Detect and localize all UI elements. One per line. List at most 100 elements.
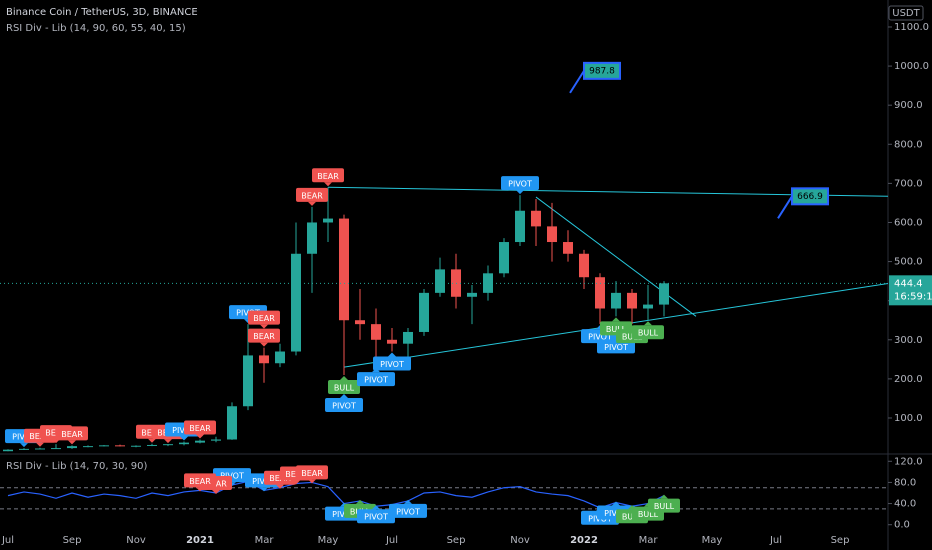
annotation-box	[501, 176, 539, 191]
annotation: PIVOT	[604, 343, 628, 352]
x-tick-label: Mar	[255, 535, 275, 546]
annotation: BEAR	[205, 480, 227, 489]
last-price: 444.4	[894, 278, 923, 289]
annotation-pointer	[276, 484, 284, 489]
annotation: BEAR	[301, 469, 323, 478]
y-tick-label: 300.0	[894, 335, 923, 346]
annotation-box	[56, 426, 88, 441]
annotation-box	[357, 509, 395, 524]
x-tick-label: Sep	[447, 535, 466, 546]
candle-body	[627, 292, 637, 309]
candle-body	[611, 292, 621, 309]
x-tick-label: May	[318, 535, 339, 546]
x-tick-label: Jul	[385, 535, 398, 546]
annotation-pointer	[180, 436, 188, 441]
x-tick-label: Mar	[639, 535, 659, 546]
annotation: BULL	[654, 502, 675, 511]
annotation-pointer	[68, 440, 76, 445]
x-tick-label: 2022	[570, 535, 598, 546]
annotation-pointer	[196, 434, 204, 439]
candle-body	[323, 218, 333, 223]
y-tick-label: 700.0	[894, 178, 923, 189]
x-tick-label: May	[702, 535, 723, 546]
candle-body	[579, 253, 589, 278]
candle-body	[275, 351, 285, 364]
candle-body	[211, 439, 221, 441]
annotation-pointer	[260, 487, 268, 492]
candle-body	[563, 242, 573, 254]
x-tick-label: Sep	[63, 535, 82, 546]
rsi-y-tick-label: 80.0	[894, 477, 916, 488]
annotation-pointer	[612, 501, 620, 506]
candle-body	[307, 222, 317, 254]
candle-body	[19, 448, 29, 450]
candle-body	[227, 406, 237, 440]
annotation: PIVOT	[380, 360, 404, 369]
annotation-pointer	[20, 443, 28, 448]
rsi-line	[7, 480, 665, 509]
candle-body	[515, 210, 525, 243]
annotation-pointer	[388, 352, 396, 357]
annotation-box	[325, 397, 363, 412]
annotation: BEAR	[189, 424, 211, 433]
annotation-box	[389, 503, 427, 518]
candle-body	[595, 277, 605, 309]
price-label-pointer	[569, 70, 585, 94]
annotation-box	[312, 168, 344, 183]
annotation: BEAR	[61, 430, 83, 439]
y-tick-label: 1100.0	[894, 22, 929, 33]
rsi-y-tick-label: 120.0	[894, 456, 923, 467]
annotation-box	[328, 379, 360, 394]
last-price-box	[889, 275, 932, 306]
annotation-box	[184, 473, 216, 488]
annotation-pointer	[36, 442, 44, 447]
candle-body	[99, 445, 109, 447]
price-label-pointer	[777, 195, 793, 219]
x-tick-label: Sep	[831, 535, 850, 546]
annotation-pointer	[660, 494, 668, 499]
candle-body	[67, 446, 77, 449]
rsi-y-tick-label: 40.0	[894, 499, 916, 510]
candle-body	[435, 269, 445, 293]
annotation-pointer	[308, 479, 316, 484]
candle-body	[355, 320, 365, 325]
annotation: PIVOT	[588, 333, 612, 342]
annotation-pointer	[372, 505, 380, 510]
annotation-pointer	[212, 490, 220, 494]
currency: USDT	[892, 8, 920, 19]
candle-body	[659, 283, 669, 305]
y-tick-label: 100.0	[894, 413, 923, 424]
candle-body	[243, 355, 253, 407]
annotation-pointer	[644, 321, 652, 326]
annotation: BEAR	[301, 191, 323, 200]
annotation: BULL	[606, 325, 627, 334]
trendline	[535, 196, 697, 317]
candle-body	[179, 442, 189, 445]
chart-title: Binance Coin / TetherUS, 3D, BINANCE	[6, 7, 198, 18]
x-tick-label: 2021	[186, 535, 214, 546]
annotation-pointer	[404, 499, 412, 504]
annotation: BEAR	[317, 172, 339, 181]
currency-box	[888, 5, 924, 21]
annotation: PIVOT	[396, 507, 420, 516]
candle-body	[467, 292, 477, 297]
candle-body	[131, 445, 141, 447]
annotation-pointer	[292, 480, 300, 485]
annotation-box	[296, 187, 328, 202]
price-label: 987.8	[589, 66, 615, 76]
annotation: PIVOT	[332, 401, 356, 410]
indicator-title: RSI Div - Lib (14, 90, 60, 55, 40, 15)	[6, 23, 186, 34]
candle-body	[371, 324, 381, 340]
annotation: BEAR	[253, 314, 275, 323]
annotation: BULL	[334, 383, 355, 392]
annotation: PIVOT	[364, 513, 388, 522]
candle-body	[547, 226, 557, 243]
annotation: BULL	[638, 510, 659, 519]
candle-body	[195, 440, 205, 443]
annotation-box	[632, 325, 664, 340]
annotation: BEAR	[189, 477, 211, 486]
annotation-pointer	[260, 342, 268, 347]
annotation-box	[357, 372, 395, 387]
candle-body	[499, 242, 509, 274]
